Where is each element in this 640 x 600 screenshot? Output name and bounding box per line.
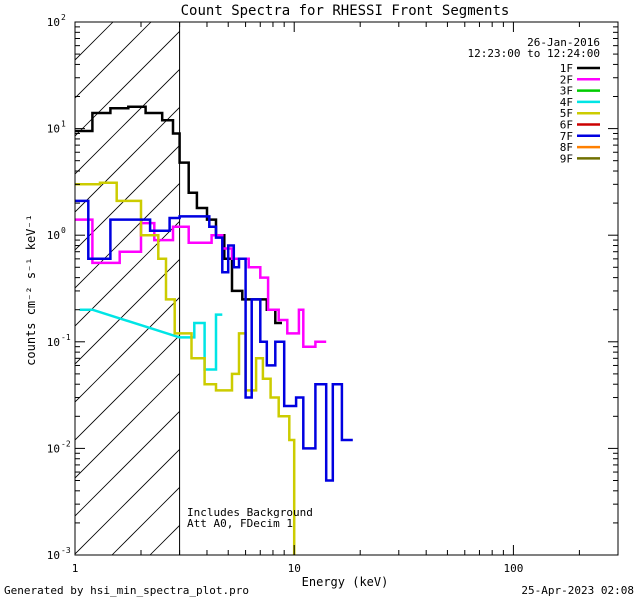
x-tick-labels: 1 10 100: [72, 562, 524, 575]
hatch-line: [75, 30, 180, 137]
hatch-line: [75, 68, 180, 175]
date-label: 26-Jan-2016: [527, 36, 600, 49]
time-range-label: 12:23:00 to 12:24:00: [468, 47, 600, 60]
generated-by-label: Generated by hsi_min_spectra_plot.pro: [4, 584, 249, 597]
hatch-line: [75, 296, 180, 403]
hatch-line: [75, 372, 180, 479]
legend-label-6F: 6F: [560, 119, 573, 132]
series-2F: [75, 218, 327, 348]
y-tick-label: 10: [47, 123, 60, 136]
y-tick-label: 10: [47, 549, 60, 562]
series-5F: [75, 181, 296, 555]
chart-title: Count Spectra for RHESSI Front Segments: [181, 3, 510, 19]
y-tick-exponent: -2: [61, 439, 71, 448]
hatch-line: [75, 106, 180, 213]
legend-label-8F: 8F: [560, 141, 573, 154]
legend-label-2F: 2F: [560, 73, 573, 86]
y-tick-label: 10: [47, 336, 60, 349]
legend-label-3F: 3F: [560, 85, 573, 98]
generated-timestamp: 25-Apr-2023 02:08: [521, 584, 634, 597]
hatch-line: [75, 22, 114, 61]
hatch-line: [75, 144, 180, 251]
legend-label-5F: 5F: [560, 107, 573, 120]
series-4F: [79, 308, 223, 371]
y-tick-exponent: -3: [61, 546, 71, 555]
y-tick-label: 10: [47, 442, 60, 455]
hatch-line: [75, 448, 180, 555]
x-tick-label: 1: [72, 562, 79, 575]
y-tick-label: 10: [47, 16, 60, 29]
y-tick-exponent: 0: [61, 226, 66, 235]
attenuator-note: Att A0, FDecim 1: [187, 517, 293, 530]
y-tick-exponent: -1: [61, 333, 71, 342]
hatch-line: [75, 182, 180, 289]
series-7F: [75, 199, 353, 482]
axis-ticks: [74, 21, 619, 556]
x-axis-label: Energy (keV): [302, 575, 389, 589]
series-1F: [75, 105, 282, 325]
x-tick-label: 10: [288, 562, 301, 575]
y-axis-label: counts cm⁻² s⁻¹ keV⁻¹: [24, 214, 38, 366]
y-tick-exponent: 1: [61, 120, 66, 129]
hatch-line: [75, 410, 180, 517]
series-group: [75, 105, 353, 555]
background-note: Includes Background: [187, 506, 313, 519]
excluded-energy-hatch: [75, 22, 180, 555]
legend-label-4F: 4F: [560, 96, 573, 109]
hatch-line: [75, 258, 180, 365]
legend-label-9F: 9F: [560, 152, 573, 165]
legend-label-1F: 1F: [560, 62, 573, 75]
plot-frame: [74, 21, 619, 556]
y-tick-exponent: 2: [61, 13, 66, 22]
hatch-line: [75, 220, 180, 327]
y-tick-label: 10: [47, 229, 60, 242]
legend-label-7F: 7F: [560, 130, 573, 143]
x-tick-label: 100: [503, 562, 523, 575]
